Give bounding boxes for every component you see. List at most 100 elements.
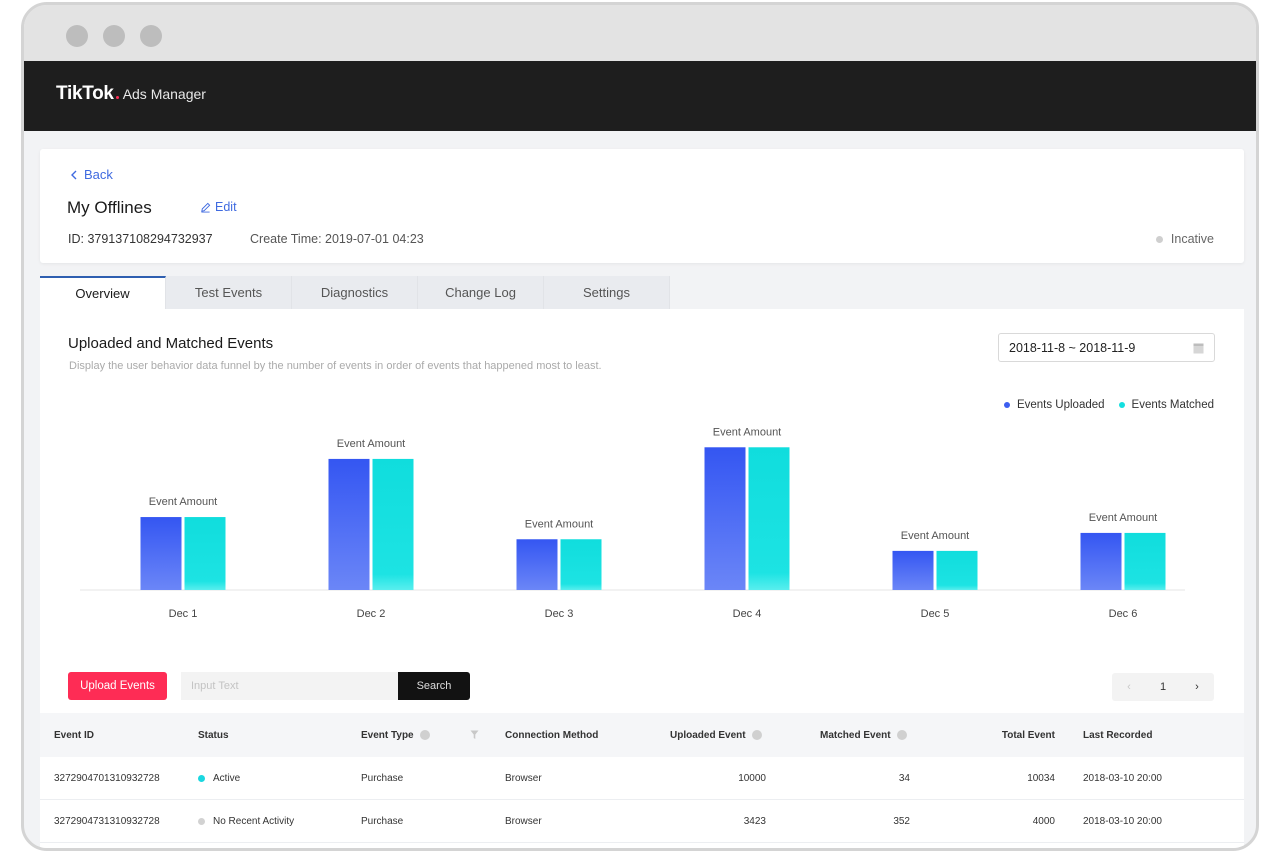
column-header-matched-event[interactable]: Matched Event	[820, 713, 910, 757]
bar-uploaded-1[interactable]	[140, 517, 182, 590]
data-label-2: Event Amount	[337, 438, 406, 450]
table-row[interactable]: 3272904701310932728 Active Purchase Brow…	[40, 757, 1244, 800]
bar-uploaded-3[interactable]	[516, 539, 558, 590]
cell-status: No Recent Activity	[198, 800, 294, 842]
status-dot-active	[198, 774, 205, 782]
legend-dot-uploaded	[1003, 402, 1010, 408]
events-bar-chart: Event Amount Dec 1 Event Amount Dec 2 Event …	[80, 426, 1185, 620]
column-header-total-event[interactable]: Total Event	[1001, 729, 1055, 741]
bar-matched-6[interactable]	[1124, 532, 1166, 590]
column-header-last-recorded[interactable]: Last Recorded	[1083, 729, 1153, 741]
tab-overview[interactable]: Overview	[40, 276, 166, 309]
column-header-event-type[interactable]: Event Type	[361, 713, 430, 757]
data-label-1: Event Amount	[149, 496, 218, 508]
pagination-current-page[interactable]: 1	[1159, 681, 1167, 693]
upload-events-button[interactable]: Upload Events	[68, 672, 167, 700]
tab-test-events[interactable]: Test Events	[166, 276, 292, 309]
search-button[interactable]: Search	[398, 672, 470, 700]
window-minimize-dot[interactable]	[103, 25, 125, 47]
tab-bar: Overview Test Events Diagnostics Change …	[40, 276, 670, 309]
logo-product: Ads Manager	[122, 86, 206, 102]
legend-label-uploaded: Events Uploaded	[1016, 399, 1105, 411]
back-link[interactable]: Back	[70, 167, 113, 182]
cell-matched-event: 352	[893, 815, 910, 827]
status-dot-inactive	[198, 817, 205, 825]
cell-connection-method: Browser	[505, 772, 542, 784]
page-title: My Offlines	[67, 198, 152, 217]
cell-uploaded-event: 3423	[743, 815, 766, 827]
app-header: TikTok Ads Manager	[24, 61, 1256, 131]
back-label: Back	[84, 167, 113, 182]
help-icon[interactable]	[896, 730, 907, 740]
legend-item-matched[interactable]: Events Matched	[1118, 399, 1214, 411]
help-icon[interactable]	[419, 730, 430, 740]
cell-last-recorded: 2018-03-10 20:00	[1083, 815, 1162, 827]
bar-matched-5[interactable]	[936, 550, 978, 590]
pagination-next-button[interactable]: ›	[1195, 681, 1199, 693]
cell-connection-method: Browser	[505, 815, 542, 827]
overview-panel: Uploaded and Matched Events Display the …	[40, 309, 1244, 848]
column-header-matched-label: Matched Event	[820, 729, 891, 741]
status-badge: Incative	[1155, 232, 1214, 246]
window-maximize-dot[interactable]	[140, 25, 162, 47]
bar-uploaded-2[interactable]	[328, 458, 370, 590]
status-dot	[1155, 235, 1163, 243]
cell-total-event: 10034	[1027, 772, 1055, 784]
offline-event-set-info-card: Back My Offlines Edit ID: 37913710829473…	[40, 149, 1244, 263]
column-header-connection-method[interactable]: Connection Method	[505, 729, 599, 741]
x-tick-label-6: Dec 6	[1109, 608, 1138, 620]
bar-matched-2[interactable]	[372, 458, 414, 590]
status-label: Incative	[1170, 232, 1214, 246]
edit-button[interactable]: Edit	[200, 200, 237, 214]
bar-matched-4[interactable]	[748, 447, 790, 590]
help-icon[interactable]	[751, 730, 762, 740]
bar-uploaded-5[interactable]	[892, 550, 934, 590]
bar-uploaded-6[interactable]	[1080, 532, 1122, 590]
x-tick-label-3: Dec 3	[545, 608, 574, 620]
browser-title-bar	[24, 5, 1256, 61]
legend-label-matched: Events Matched	[1131, 399, 1214, 411]
column-header-event-id[interactable]: Event ID	[54, 729, 95, 741]
cell-matched-event: 34	[898, 772, 910, 784]
pagination-prev-button[interactable]: ‹	[1127, 681, 1131, 693]
tab-change-log[interactable]: Change Log	[418, 276, 544, 309]
date-range-picker[interactable]: 2018-11-8 ~ 2018-11-9	[998, 333, 1215, 362]
browser-window: TikTok Ads Manager Back My Offlines Edit…	[21, 2, 1259, 851]
events-table: Event ID Status Event Type Connection Me…	[40, 713, 1244, 843]
bar-matched-1[interactable]	[184, 517, 226, 590]
cell-status: Active	[198, 757, 240, 799]
search-input[interactable]	[181, 672, 398, 700]
cell-event-type: Purchase	[361, 815, 404, 827]
logo-brand: TikTok	[56, 83, 114, 104]
column-header-uploaded-event[interactable]: Uploaded Event	[670, 713, 766, 757]
bar-matched-3[interactable]	[560, 539, 602, 590]
tab-settings[interactable]: Settings	[544, 276, 670, 309]
column-header-status[interactable]: Status	[198, 729, 229, 741]
cell-status-label: Active	[213, 772, 241, 784]
chevron-left-icon	[71, 170, 77, 179]
cell-last-recorded: 2018-03-10 20:00	[1083, 772, 1162, 784]
event-set-id: ID: 379137108294732937	[68, 232, 213, 246]
x-tick-label-2: Dec 2	[357, 608, 386, 620]
create-time: Create Time: 2019-07-01 04:23	[250, 232, 424, 246]
window-close-dot[interactable]	[66, 25, 88, 47]
app-logo[interactable]: TikTok Ads Manager	[56, 83, 206, 105]
table-row[interactable]: 3272904731310932728 No Recent Activity P…	[40, 800, 1244, 843]
table-header: Event ID Status Event Type Connection Me…	[40, 713, 1244, 757]
cell-event-id: 3272904701310932728	[54, 772, 160, 784]
chart-legend: Events Uploaded Events Matched	[1003, 399, 1214, 411]
edit-label: Edit	[215, 200, 237, 214]
cell-total-event: 4000	[1032, 815, 1055, 827]
data-label-3: Event Amount	[525, 518, 594, 530]
cell-status-label: No Recent Activity	[213, 815, 295, 827]
bar-uploaded-4[interactable]	[704, 447, 746, 590]
pencil-icon	[201, 202, 211, 213]
tab-diagnostics[interactable]: Diagnostics	[292, 276, 418, 309]
cell-event-type: Purchase	[361, 772, 404, 784]
x-tick-label-4: Dec 4	[733, 608, 762, 620]
filter-icon[interactable]	[470, 730, 479, 740]
legend-item-uploaded[interactable]: Events Uploaded	[1003, 399, 1105, 411]
x-tick-label-5: Dec 5	[921, 608, 950, 620]
legend-dot-matched	[1118, 402, 1125, 408]
section-description: Display the user behavior data funnel by…	[69, 360, 602, 372]
